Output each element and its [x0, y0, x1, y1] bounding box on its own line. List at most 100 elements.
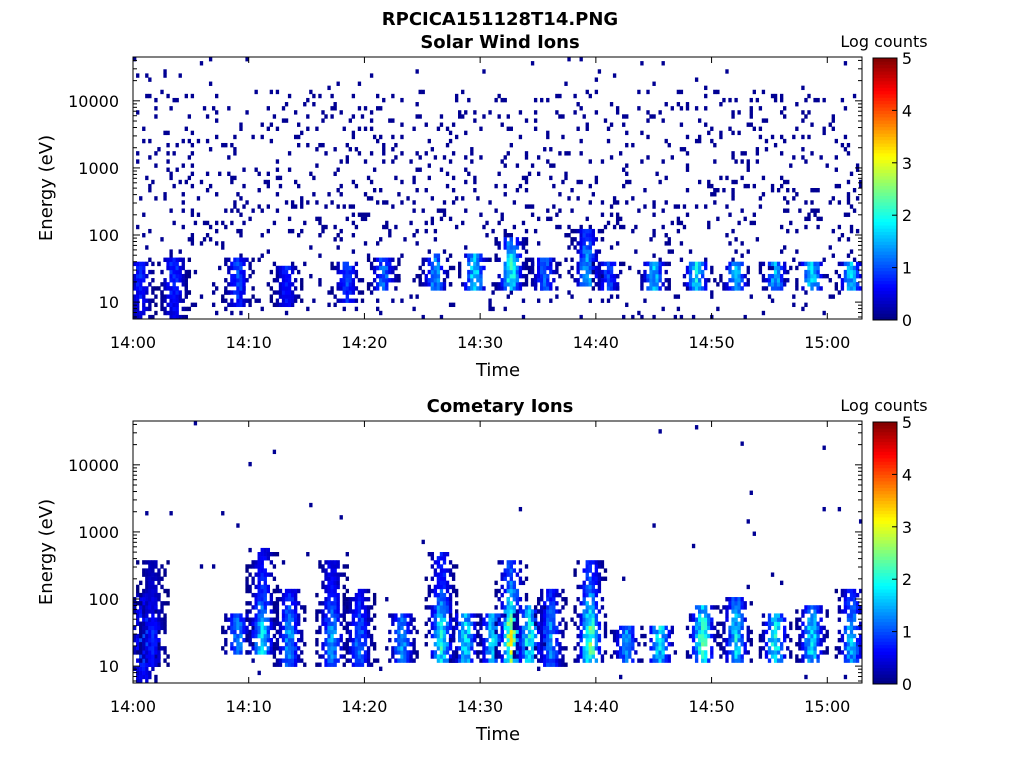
- noise-cell: [297, 269, 301, 275]
- spectrogram-cell: [631, 642, 635, 647]
- spectrogram-cell: [151, 617, 155, 622]
- spectrogram-cell: [366, 597, 371, 602]
- spectrogram-cell: [287, 278, 292, 283]
- spectrogram-cell: [530, 633, 535, 639]
- spectrogram-cell: [770, 278, 775, 283]
- noise-cell: [366, 212, 371, 217]
- spectrogram-cell: [612, 282, 617, 287]
- spectrogram-cell: [433, 269, 438, 275]
- spectrogram-cell: [840, 282, 845, 287]
- spectrogram-cell: [151, 597, 155, 602]
- spectrogram-cell: [658, 278, 662, 283]
- noise-cell: [664, 138, 668, 144]
- noise-cell: [573, 93, 577, 99]
- spectrogram-cell: [816, 269, 820, 275]
- spectrogram-cell: [142, 568, 146, 573]
- spectrogram-cell: [819, 286, 823, 291]
- noise-cell: [382, 200, 386, 205]
- spectrogram-cell: [351, 646, 356, 651]
- noise-cell: [837, 290, 842, 295]
- spectrogram-cell: [798, 642, 802, 647]
- spectrogram-cell: [509, 261, 513, 267]
- spectrogram-cell: [512, 265, 517, 271]
- spectrogram-cell: [606, 261, 611, 267]
- spectrogram-cell: [552, 269, 556, 275]
- spectrogram-cell: [406, 625, 410, 631]
- noise-cell: [640, 130, 644, 136]
- noise-cell: [430, 216, 435, 222]
- spectrogram-cell: [339, 633, 343, 639]
- spectrogram-cell: [473, 286, 477, 291]
- spectrogram-cell: [266, 617, 270, 622]
- spectrogram-cell: [136, 609, 140, 614]
- noise-cell: [713, 278, 717, 283]
- spectrogram-cell: [333, 564, 337, 569]
- spectrogram-cell: [685, 625, 690, 631]
- noise-cell: [746, 269, 750, 275]
- spectrogram-cell: [506, 257, 510, 262]
- spectrogram-cell: [549, 629, 553, 635]
- spectrogram-cell: [524, 278, 529, 283]
- spectrogram-cell: [154, 584, 158, 590]
- noise-cell: [588, 93, 592, 99]
- spectrogram-cell: [272, 290, 277, 295]
- spectrogram-cell: [148, 637, 152, 643]
- noise-cell: [379, 106, 383, 111]
- spectrogram-cell: [239, 298, 243, 303]
- noise-cell: [190, 241, 195, 246]
- spectrogram-cell: [509, 629, 513, 635]
- spectrogram-cell: [233, 613, 237, 618]
- spectrogram-cell: [157, 621, 161, 626]
- noise-cell: [385, 220, 389, 226]
- spectrogram-cell: [840, 609, 845, 614]
- spectrogram-cell: [336, 592, 340, 598]
- spectrogram-cell: [704, 654, 708, 659]
- spectrogram-cell: [807, 265, 811, 271]
- noise-cell: [546, 97, 550, 103]
- spectrogram-cell: [175, 265, 179, 271]
- noise-cell: [628, 265, 632, 271]
- noise-cell: [211, 282, 216, 287]
- spectrogram-cell: [749, 601, 753, 606]
- spectrogram-cell: [479, 286, 483, 291]
- spectrogram-cell: [549, 654, 553, 659]
- noise-cell: [333, 102, 337, 107]
- spectrogram-cell: [694, 633, 699, 639]
- spectrogram-cell: [245, 617, 249, 622]
- noise-cell: [710, 126, 714, 131]
- colorbar-swatch: [873, 152, 897, 157]
- spectrogram-cell: [628, 654, 632, 659]
- spectrogram-cell: [406, 621, 410, 626]
- noise-cell: [184, 93, 188, 99]
- spectrogram-cell: [284, 658, 289, 663]
- spectrogram-cell: [287, 654, 292, 659]
- noise-cell: [564, 257, 568, 262]
- noise-cell: [828, 245, 832, 250]
- spectrogram-cell: [372, 642, 377, 647]
- noise-cell: [822, 310, 826, 316]
- colorbar-swatch: [873, 90, 897, 95]
- spectrogram-cell: [275, 601, 280, 606]
- noise-cell: [798, 208, 802, 213]
- spectrogram-cell: [257, 568, 261, 573]
- spectrogram-cell: [603, 576, 608, 581]
- spectrogram-cell: [142, 666, 146, 672]
- spectrogram-cell: [515, 237, 520, 242]
- spectrogram-cell: [363, 609, 368, 614]
- spectrogram-cell: [230, 646, 234, 651]
- colorbar-tick-label: 1: [902, 259, 912, 278]
- spectrogram-cell: [330, 265, 334, 271]
- spectrogram-cell: [725, 617, 729, 622]
- spectrogram-cell: [579, 584, 583, 590]
- spectrogram-cell: [157, 580, 161, 586]
- noise-cell: [533, 228, 538, 234]
- spectrogram-cell: [436, 613, 441, 618]
- spectrogram-cell: [427, 629, 431, 635]
- spectrogram-cell: [439, 576, 444, 581]
- spectrogram-cell: [710, 633, 714, 639]
- colorbar-swatch: [873, 238, 897, 242]
- noise-cell: [233, 151, 237, 156]
- spectrogram-cell: [233, 273, 237, 279]
- spectrogram-cell: [139, 314, 143, 320]
- spectrogram-cell: [728, 597, 732, 602]
